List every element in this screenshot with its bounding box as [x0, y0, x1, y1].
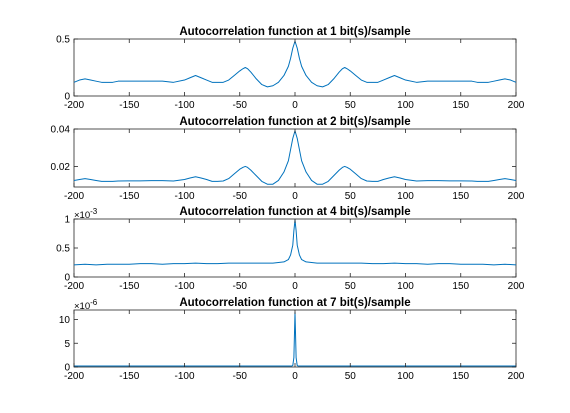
x-tick-label: -150 — [119, 100, 139, 111]
x-tick-label: 200 — [508, 371, 525, 382]
chart-title: Autocorrelation function at 7 bit(s)/sam… — [179, 297, 410, 309]
x-tick-label: -50 — [233, 191, 248, 202]
x-tick-label: 50 — [345, 281, 357, 292]
axes-box — [73, 218, 517, 278]
y-tick-label: 0.5 — [56, 244, 70, 255]
x-tick-label: -100 — [174, 100, 194, 111]
x-tick-label: 50 — [345, 100, 357, 111]
y-tick-label: 10 — [59, 315, 71, 326]
x-tick-label: -200 — [64, 281, 84, 292]
x-tick-label: 150 — [452, 100, 469, 111]
chart-title: Autocorrelation function at 4 bit(s)/sam… — [179, 206, 410, 218]
x-tick-label: 200 — [508, 191, 525, 202]
x-tick-label: -100 — [174, 371, 194, 382]
x-tick-label: 50 — [345, 371, 357, 382]
x-tick-label: 100 — [397, 100, 414, 111]
x-tick-label: 0 — [292, 191, 298, 202]
x-tick-label: 200 — [508, 100, 525, 111]
x-tick-label: -200 — [64, 100, 84, 111]
x-tick-label: 200 — [508, 281, 525, 292]
x-tick-label: 0 — [292, 281, 298, 292]
y-tick-label: 0.04 — [51, 125, 71, 136]
y-tick-label: 0 — [64, 363, 70, 374]
y-tick-label: 0 — [64, 92, 70, 103]
x-tick-label: -50 — [233, 371, 248, 382]
x-tick-label: -100 — [174, 281, 194, 292]
x-tick-label: 100 — [397, 371, 414, 382]
y-tick-label: 1 — [64, 215, 70, 226]
x-tick-label: 0 — [292, 100, 298, 111]
y-tick-label: 0.5 — [56, 35, 70, 46]
y-exponent-power: -6 — [90, 298, 98, 307]
x-tick-label: 150 — [452, 281, 469, 292]
chart-title: Autocorrelation function at 2 bit(s)/sam… — [179, 116, 410, 128]
axes-box — [73, 38, 517, 97]
y-tick-label: 0.02 — [51, 162, 71, 173]
chart-panel-1: -200 -150 -100 -50 0 50 100 150 200 0 0.5 Autocorre… — [56, 26, 525, 111]
x-tick-label: 100 — [397, 281, 414, 292]
x-tick-label: -150 — [119, 371, 139, 382]
axes-box — [73, 128, 517, 188]
x-tick-label: 150 — [452, 371, 469, 382]
x-tick-label: 150 — [452, 191, 469, 202]
x-tick-label: -50 — [233, 281, 248, 292]
chart-panel-2: -200 -150 -100 -50 0 50 100 150 200 0.02 0.04 Autoc… — [51, 116, 525, 202]
y-tick-label: 0 — [64, 273, 70, 284]
x-tick-label: -150 — [119, 191, 139, 202]
x-tick-label: -100 — [174, 191, 194, 202]
x-tick-label: -200 — [64, 371, 84, 382]
y-tick-label: 5 — [64, 339, 70, 350]
x-tick-label: -200 — [64, 191, 84, 202]
x-tick-label: 0 — [292, 371, 298, 382]
x-tick-label: -150 — [119, 281, 139, 292]
x-tick-label: 100 — [397, 191, 414, 202]
x-tick-label: 50 — [345, 191, 357, 202]
x-tick-label: -50 — [233, 100, 248, 111]
y-exponent-power: -3 — [90, 207, 98, 216]
chart-title: Autocorrelation function at 1 bit(s)/sam… — [179, 26, 410, 38]
